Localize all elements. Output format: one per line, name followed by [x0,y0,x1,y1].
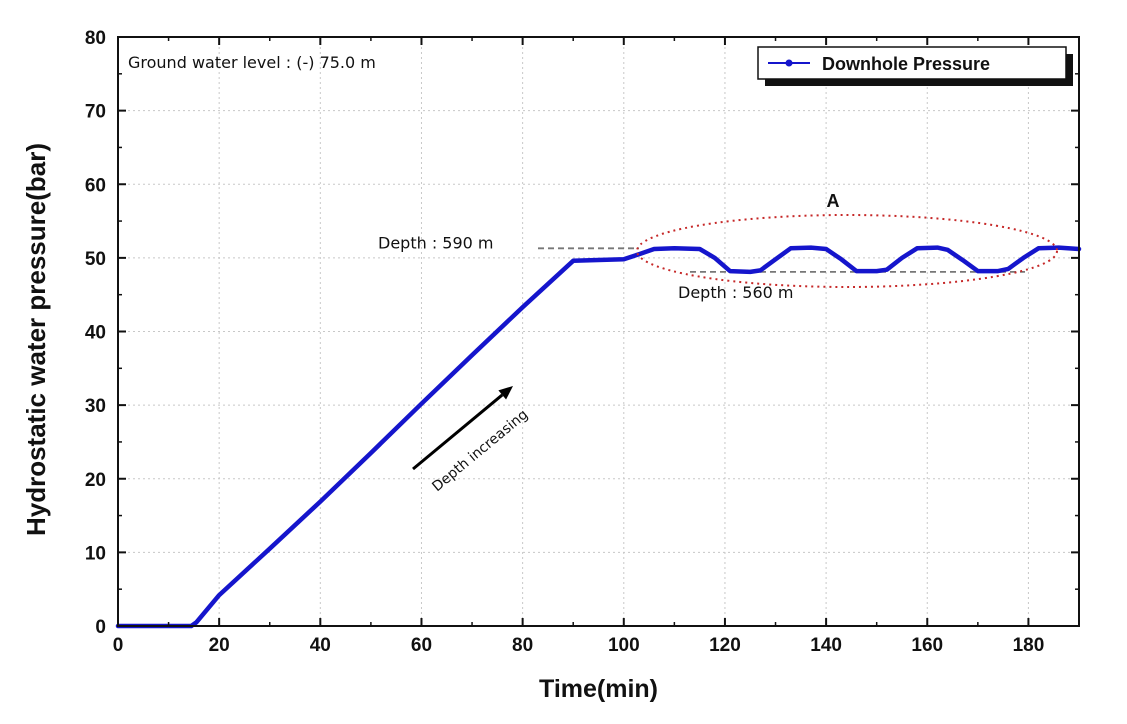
legend-label: Downhole Pressure [822,54,990,74]
x-tick-label: 0 [113,635,124,656]
y-tick-label: 20 [85,470,106,491]
x-tick-label: 160 [911,635,943,656]
depth-increasing-label: Depth increasing [429,407,531,495]
region-a-label: A [827,191,840,211]
x-tick-label: 180 [1013,635,1045,656]
axis-ticks [117,36,1079,627]
legend-swatch-marker [785,59,793,67]
arrow-line [412,393,504,471]
grid-lines [118,37,1079,626]
y-tick-label: 10 [85,543,106,564]
depth-upper-annotation: Depth : 590 m [378,233,494,252]
x-tick-label: 80 [512,635,533,656]
y-axis-title: Hydrostatic water pressure(bar) [21,143,51,536]
y-tick-label: 30 [85,396,106,417]
y-tick-label: 0 [95,617,106,638]
y-tick-label: 80 [85,28,106,49]
ground-water-annotation: Ground water level : (-) 75.0 m [128,53,376,72]
x-axis-title: Time(min) [539,675,658,703]
region-a-ellipse [636,214,1058,288]
x-tick-label: 140 [810,635,842,656]
x-tick-label: 40 [310,635,331,656]
arrow-head [498,386,513,400]
y-tick-label: 60 [85,175,106,196]
axis-tick-labels: 0 20 40 60 80 100 120 140 160 180 0 10 20 30 40 50 60 70 8… [85,28,1044,656]
x-tick-label: 20 [209,635,230,656]
depth-lower-annotation: Depth : 560 m [678,283,794,302]
y-tick-label: 70 [85,102,106,123]
series-line-downhole-pressure [115,245,1082,629]
y-tick-label: 50 [85,249,106,270]
series-layer [115,245,1082,629]
legend: Downhole Pressure [757,46,1073,86]
x-tick-label: 120 [709,635,741,656]
x-tick-label: 60 [411,635,432,656]
x-tick-label: 100 [608,635,640,656]
y-tick-label: 40 [85,323,106,344]
